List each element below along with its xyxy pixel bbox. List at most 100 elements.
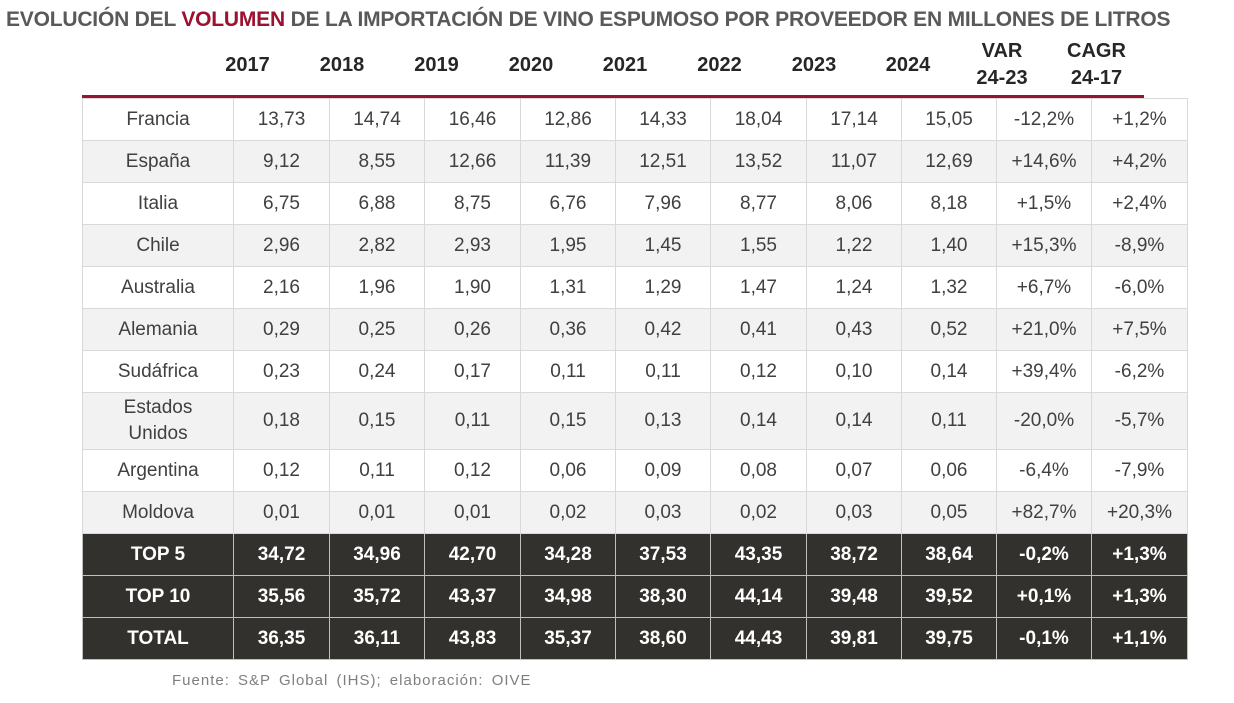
table-cell: +7,5% bbox=[1091, 308, 1188, 351]
table-cell: -0,2% bbox=[996, 533, 1092, 576]
table-cell: 1,31 bbox=[520, 266, 616, 309]
table-cell: 0,01 bbox=[329, 491, 425, 534]
table-cell: 9,12 bbox=[233, 140, 330, 183]
table-cell: 0,14 bbox=[710, 392, 807, 450]
table-cell: 44,14 bbox=[710, 575, 807, 618]
table-cell: 6,76 bbox=[520, 182, 616, 225]
row-label: Italia bbox=[82, 182, 234, 225]
table-cell: +6,7% bbox=[996, 266, 1092, 309]
table-row: Estados Unidos 0,18 0,15 0,11 0,15 0,13 0,14 0,… bbox=[82, 392, 1188, 450]
table-row: Italia 6,75 6,88 8,75 6,76 7,96 8,77 8,06 8,18 +1… bbox=[82, 182, 1188, 225]
table-row: Sudáfrica 0,23 0,24 0,17 0,11 0,11 0,12 0,10 0,1… bbox=[82, 350, 1188, 393]
table-cell: 0,52 bbox=[901, 308, 997, 351]
table-cell: 1,40 bbox=[901, 224, 997, 267]
title-prefix: EVOLUCIÓN DEL bbox=[6, 8, 182, 31]
table-cell: 43,83 bbox=[424, 617, 521, 660]
table-cell: 0,11 bbox=[520, 350, 616, 393]
table-cell: 8,06 bbox=[806, 182, 902, 225]
column-header: 2017 bbox=[225, 53, 270, 76]
row-label: Alemania bbox=[82, 308, 234, 351]
row-label: Estados Unidos bbox=[82, 392, 234, 450]
table-cell: 1,47 bbox=[710, 266, 807, 309]
table-cell: +0,1% bbox=[996, 575, 1092, 618]
table-cell: +1,1% bbox=[1091, 617, 1188, 660]
table-cell: 2,93 bbox=[424, 224, 521, 267]
table-cell: 39,75 bbox=[901, 617, 997, 660]
row-label: España bbox=[82, 140, 234, 183]
table-cell: 44,43 bbox=[710, 617, 807, 660]
table-cell: 39,48 bbox=[806, 575, 902, 618]
table-cell: 0,07 bbox=[806, 449, 902, 492]
table-cell: 0,11 bbox=[329, 449, 425, 492]
table-cell: 38,72 bbox=[806, 533, 902, 576]
table-cell: +1,3% bbox=[1091, 533, 1188, 576]
table-cell: 42,70 bbox=[424, 533, 521, 576]
row-label: Chile bbox=[82, 224, 234, 267]
table-cell: 8,18 bbox=[901, 182, 997, 225]
table-cell: 0,15 bbox=[329, 392, 425, 450]
table-cell: +1,5% bbox=[996, 182, 1092, 225]
table-cell: 35,72 bbox=[329, 575, 425, 618]
row-label: Australia bbox=[82, 266, 234, 309]
table-cell: 0,26 bbox=[424, 308, 521, 351]
table-row: Argentina 0,12 0,11 0,12 0,06 0,09 0,08 0,07 0,0… bbox=[82, 449, 1188, 492]
table-cell: 13,73 bbox=[233, 98, 330, 141]
table-cell: +39,4% bbox=[996, 350, 1092, 393]
table-cell: 14,74 bbox=[329, 98, 425, 141]
column-header: 2019 bbox=[414, 53, 459, 76]
row-label: TOP 5 bbox=[82, 533, 234, 576]
table-cell: 0,05 bbox=[901, 491, 997, 534]
table-cell: -6,2% bbox=[1091, 350, 1188, 393]
table-cell: 0,29 bbox=[233, 308, 330, 351]
table-cell: 0,13 bbox=[615, 392, 711, 450]
table-cell: 13,52 bbox=[710, 140, 807, 183]
table-cell: +1,3% bbox=[1091, 575, 1188, 618]
table-cell: 16,46 bbox=[424, 98, 521, 141]
table-cell: 0,11 bbox=[424, 392, 521, 450]
table-cell: 6,88 bbox=[329, 182, 425, 225]
table-cell: 1,45 bbox=[615, 224, 711, 267]
table-cell: 17,14 bbox=[806, 98, 902, 141]
table-cell: -6,0% bbox=[1091, 266, 1188, 309]
row-label: Francia bbox=[82, 98, 234, 141]
table-cell: -12,2% bbox=[996, 98, 1092, 141]
table-cell: 7,96 bbox=[615, 182, 711, 225]
table-cell: 1,55 bbox=[710, 224, 807, 267]
table-cell: 8,75 bbox=[424, 182, 521, 225]
table-cell: 0,02 bbox=[710, 491, 807, 534]
table-cell: 0,01 bbox=[424, 491, 521, 534]
table-cell: 34,28 bbox=[520, 533, 616, 576]
table-cell: 0,03 bbox=[615, 491, 711, 534]
table-cell: 0,12 bbox=[710, 350, 807, 393]
row-label: Moldova bbox=[82, 491, 234, 534]
table-cell: 39,52 bbox=[901, 575, 997, 618]
table-cell: 1,32 bbox=[901, 266, 997, 309]
table-cell: 12,66 bbox=[424, 140, 521, 183]
table-cell: 36,35 bbox=[233, 617, 330, 660]
table-cell: 0,14 bbox=[901, 350, 997, 393]
column-header: 2021 bbox=[602, 53, 648, 76]
table-cell: 0,03 bbox=[806, 491, 902, 534]
table-cell: 2,16 bbox=[233, 266, 330, 309]
table-cell: 1,90 bbox=[424, 266, 521, 309]
total-row: TOP 5 34,72 34,96 42,70 34,28 37,53 43,35 38,72… bbox=[82, 533, 1188, 576]
table-row: Francia 13,73 14,74 16,46 12,86 14,33 18,04 17,… bbox=[82, 98, 1188, 141]
data-table: Francia 13,73 14,74 16,46 12,86 14,33 18,04 17,… bbox=[82, 98, 1188, 660]
table-cell: 1,22 bbox=[806, 224, 902, 267]
table-cell: -5,7% bbox=[1091, 392, 1188, 450]
row-label: Sudáfrica bbox=[82, 350, 234, 393]
table-cell: +82,7% bbox=[996, 491, 1092, 534]
table-cell: -7,9% bbox=[1091, 449, 1188, 492]
table-row: Chile 2,96 2,82 2,93 1,95 1,45 1,55 1,22 1,40 +15… bbox=[82, 224, 1188, 267]
table-cell: 0,12 bbox=[233, 449, 330, 492]
table-cell: 0,14 bbox=[806, 392, 902, 450]
column-header: 2018 bbox=[319, 53, 365, 76]
table-cell: 6,75 bbox=[233, 182, 330, 225]
table-cell: 35,56 bbox=[233, 575, 330, 618]
source-note: Fuente: S&P Global (IHS); elaboración: O… bbox=[172, 672, 532, 689]
table-row: España 9,12 8,55 12,66 11,39 12,51 13,52 11,07 1… bbox=[82, 140, 1188, 183]
table-cell: 0,42 bbox=[615, 308, 711, 351]
table-cell: 38,64 bbox=[901, 533, 997, 576]
page-title: EVOLUCIÓN DEL VOLUMEN DE LA IMPORTACIÓN … bbox=[6, 8, 1171, 32]
table-cell: +20,3% bbox=[1091, 491, 1188, 534]
